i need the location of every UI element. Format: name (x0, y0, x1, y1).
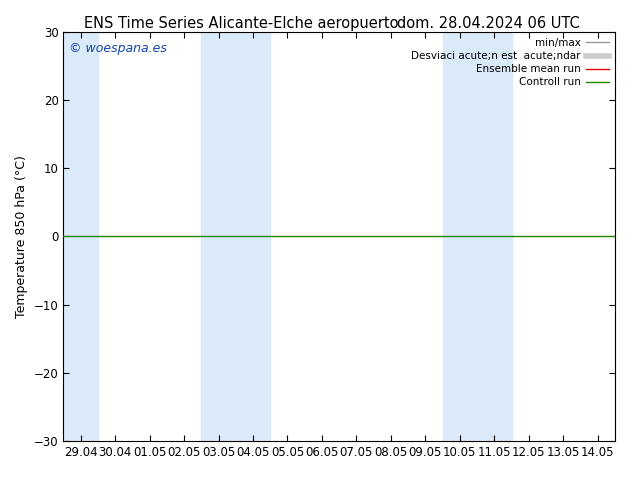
Bar (202, 32, 270, 441)
Bar (63, 32, 98, 441)
Bar (443, 32, 512, 441)
Text: ENS Time Series Alicante-Elche aeropuerto: ENS Time Series Alicante-Elche aeropuert… (84, 16, 398, 31)
Text: dom. 28.04.2024 06 UTC: dom. 28.04.2024 06 UTC (397, 16, 579, 31)
Y-axis label: Temperature 850 hPa (°C): Temperature 850 hPa (°C) (15, 155, 29, 318)
Text: © woespana.es: © woespana.es (69, 42, 167, 55)
Legend: min/max, Desviaci acute;n est  acute;ndar, Ensemble mean run, Controll run: min/max, Desviaci acute;n est acute;ndar… (407, 34, 613, 92)
